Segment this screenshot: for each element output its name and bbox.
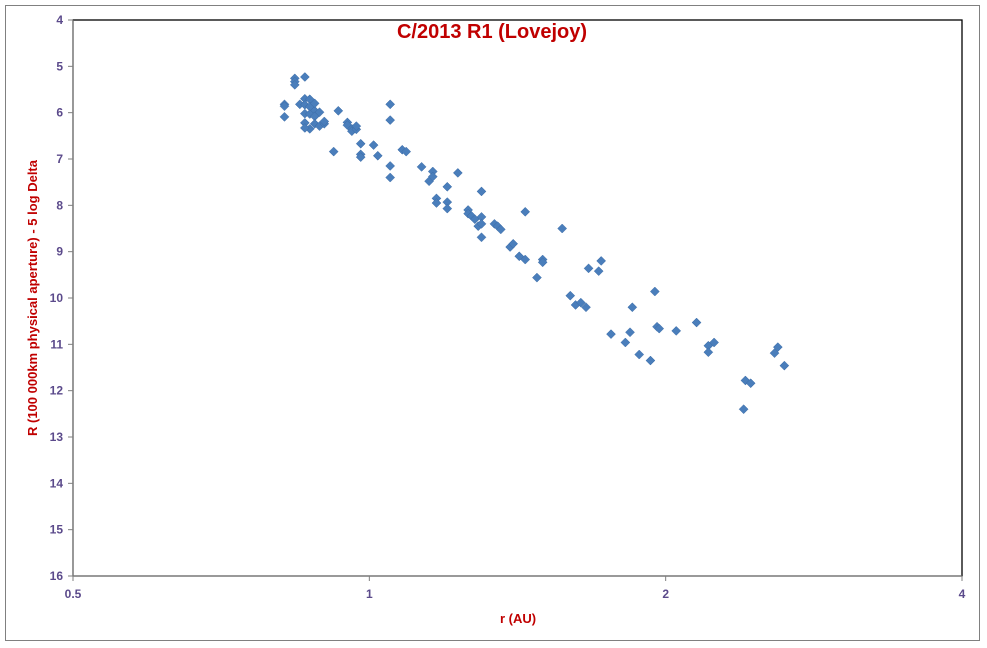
data-point <box>476 186 487 197</box>
data-point <box>691 317 702 328</box>
data-point <box>427 171 438 182</box>
data-point <box>442 203 453 214</box>
y-tick-label: 4 <box>56 13 63 27</box>
data-point <box>671 326 682 336</box>
y-axis-title: R (100 000km physical aperture) - 5 log … <box>25 159 40 436</box>
data-point <box>355 138 366 149</box>
data-point <box>508 238 519 249</box>
data-point <box>314 107 325 118</box>
data-point <box>385 115 396 125</box>
data-point <box>372 150 383 161</box>
chart-title: C/2013 R1 (Lovejoy) <box>397 21 587 43</box>
data-point <box>385 172 396 183</box>
data-point <box>575 297 586 308</box>
y-tick-label: 5 <box>56 59 63 73</box>
data-point <box>620 337 631 348</box>
x-tick-label: 2 <box>662 587 669 601</box>
data-point <box>520 254 531 265</box>
data-point <box>401 146 412 157</box>
y-tick-label: 8 <box>56 198 63 212</box>
data-point <box>649 286 660 297</box>
data-point <box>596 256 607 266</box>
x-axis-ticks: 0.5 1 2 4 <box>65 576 966 601</box>
data-point <box>452 168 463 178</box>
data-point <box>625 327 635 338</box>
y-axis-ticks: 4 5 6 7 8 9 10 11 12 13 14 15 16 <box>50 13 73 583</box>
data-points <box>279 72 790 415</box>
x-axis-title: r (AU) <box>500 611 536 626</box>
data-point <box>709 337 719 348</box>
data-point <box>300 123 310 133</box>
y-tick-label: 6 <box>56 106 63 120</box>
data-point <box>583 263 594 274</box>
data-point <box>772 342 783 352</box>
data-point <box>745 378 756 389</box>
data-point <box>532 272 542 283</box>
y-tick-label: 12 <box>50 384 64 398</box>
data-point <box>779 360 790 371</box>
y-tick-label: 11 <box>50 337 63 351</box>
data-point <box>279 101 290 112</box>
data-point <box>351 121 362 131</box>
data-point <box>738 404 749 415</box>
data-point <box>300 72 310 82</box>
data-point <box>645 355 656 366</box>
data-point <box>634 349 645 360</box>
data-point <box>431 198 442 208</box>
y-tick-label: 7 <box>56 152 63 166</box>
data-point <box>416 162 427 172</box>
data-point <box>557 223 568 234</box>
data-point <box>328 146 339 157</box>
y-tick-label: 16 <box>50 569 64 583</box>
x-tick-label: 0.5 <box>65 587 82 601</box>
data-point <box>476 219 487 229</box>
data-point <box>319 116 330 127</box>
data-point <box>495 224 506 235</box>
data-point <box>385 161 396 171</box>
data-point <box>368 140 379 150</box>
data-point <box>520 206 531 217</box>
data-point <box>654 323 665 334</box>
chart-frame <box>5 5 980 641</box>
x-tick-label: 1 <box>366 587 373 601</box>
data-point <box>627 302 638 313</box>
y-tick-label: 13 <box>50 430 64 444</box>
y-tick-label: 14 <box>50 476 64 490</box>
y-tick-label: 15 <box>50 523 64 537</box>
plot-area <box>72 19 963 577</box>
data-point <box>476 232 487 243</box>
data-point <box>581 302 591 313</box>
data-point <box>309 98 320 109</box>
y-tick-label: 9 <box>56 245 63 259</box>
data-point <box>385 99 396 110</box>
data-point <box>565 290 576 301</box>
data-point <box>289 80 300 90</box>
data-point <box>537 257 548 268</box>
data-point <box>606 329 616 339</box>
data-point <box>703 347 714 358</box>
x-tick-label: 4 <box>959 587 966 601</box>
y-tick-label: 10 <box>50 291 64 305</box>
data-point <box>442 181 453 192</box>
data-point <box>355 152 366 163</box>
data-point <box>593 266 604 276</box>
data-point <box>279 111 290 122</box>
data-point <box>333 105 344 116</box>
